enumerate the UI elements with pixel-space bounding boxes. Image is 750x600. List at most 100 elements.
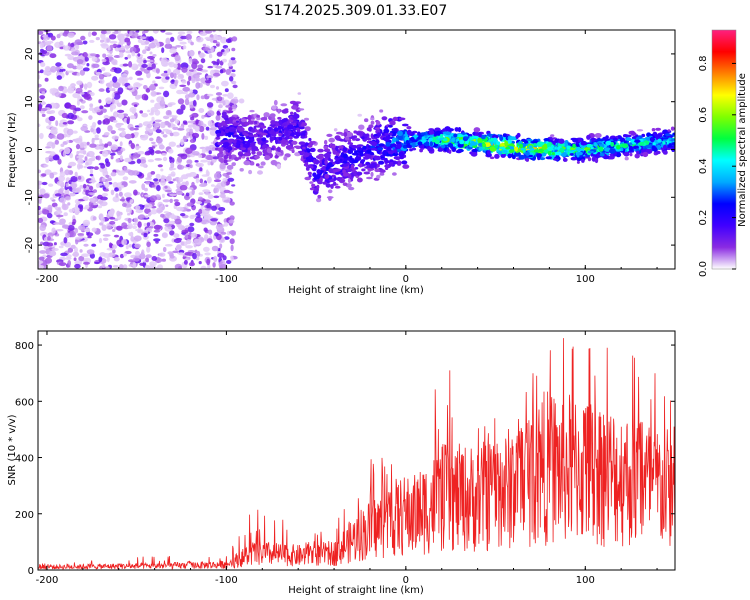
spectral-blob bbox=[652, 142, 656, 147]
spectral-blob bbox=[316, 169, 322, 175]
spectral-blob bbox=[616, 145, 621, 150]
spectral-blob bbox=[326, 133, 333, 137]
spectral-blob bbox=[264, 155, 271, 161]
spectral-blob bbox=[178, 252, 185, 256]
spectral-blob bbox=[206, 102, 214, 108]
spectral-blob bbox=[240, 118, 247, 123]
spectral-blob bbox=[190, 232, 198, 238]
spectral-blob bbox=[58, 189, 64, 195]
spectral-blob bbox=[429, 141, 434, 147]
spectral-blob bbox=[576, 146, 581, 152]
spectral-blob bbox=[52, 154, 60, 161]
spectral-blob bbox=[188, 191, 193, 198]
spectral-blob bbox=[605, 135, 609, 140]
spectral-blob bbox=[317, 155, 323, 159]
spectral-blob bbox=[398, 151, 405, 157]
spectral-blob bbox=[199, 178, 204, 184]
spectral-blob bbox=[277, 108, 281, 114]
spectral-blob bbox=[59, 218, 66, 224]
spectral-blob bbox=[84, 56, 89, 62]
spectral-blob bbox=[293, 145, 301, 149]
spectral-blob bbox=[199, 167, 203, 172]
spectral-blob bbox=[300, 135, 306, 139]
spectral-blob bbox=[186, 80, 191, 86]
spectral-blob bbox=[421, 136, 425, 141]
spectral-blob bbox=[39, 188, 46, 195]
colorbar-tick-label: 0.4 bbox=[698, 158, 709, 174]
spectral-blob bbox=[128, 264, 133, 267]
spectral-blob bbox=[161, 59, 168, 67]
spectral-blob bbox=[39, 132, 44, 140]
spectral-blob bbox=[83, 243, 89, 247]
spectral-blob bbox=[65, 183, 69, 188]
spectral-blob bbox=[473, 127, 481, 133]
spectral-blob bbox=[139, 36, 147, 40]
spectral-blob bbox=[157, 201, 164, 208]
spectral-blob bbox=[81, 110, 89, 114]
spectral-blob bbox=[38, 210, 44, 215]
spectral-blob bbox=[225, 38, 232, 44]
spectral-blob bbox=[41, 50, 48, 54]
spectral-blob bbox=[88, 115, 93, 120]
spectral-blob bbox=[304, 142, 309, 147]
spectral-blob bbox=[162, 156, 168, 162]
spectral-blob bbox=[309, 181, 314, 184]
spectral-blob bbox=[91, 227, 97, 232]
spectral-blob bbox=[97, 120, 102, 125]
spectral-blob bbox=[459, 139, 465, 145]
spectral-blob bbox=[672, 132, 675, 136]
spectral-blob bbox=[251, 146, 259, 151]
spectral-blob bbox=[310, 165, 314, 169]
spectral-blob bbox=[122, 264, 128, 269]
spectral-blob bbox=[69, 192, 76, 197]
spectral-blob bbox=[47, 232, 54, 237]
spectral-blob bbox=[195, 119, 199, 125]
spectral-blob bbox=[177, 127, 185, 131]
spectral-blob bbox=[294, 152, 301, 157]
spectral-blob bbox=[498, 146, 506, 150]
spectral-blob bbox=[121, 130, 126, 137]
spectral-blob bbox=[215, 65, 223, 69]
spectral-blob bbox=[453, 133, 458, 138]
spectral-blob bbox=[149, 195, 158, 202]
spectral-blob bbox=[248, 138, 255, 142]
spectral-blob bbox=[66, 104, 72, 108]
spectral-blob bbox=[504, 140, 509, 147]
spectral-blob bbox=[251, 128, 256, 133]
spectral-blob bbox=[223, 189, 231, 194]
spectral-blob bbox=[150, 99, 155, 103]
spectral-blob bbox=[222, 255, 227, 261]
spectral-blob bbox=[122, 63, 129, 67]
spectral-blob bbox=[668, 140, 672, 145]
spectral-blob bbox=[127, 85, 133, 89]
spectral-blob bbox=[89, 39, 95, 43]
spectral-blob bbox=[444, 131, 452, 136]
spectral-blob bbox=[141, 113, 149, 118]
spectral-blob bbox=[514, 146, 519, 152]
spectral-blob bbox=[614, 148, 622, 152]
spectral-blob bbox=[153, 224, 162, 230]
spectral-blob bbox=[66, 265, 70, 268]
spectral-blob bbox=[91, 56, 98, 62]
spectral-blob bbox=[494, 153, 500, 159]
spectral-blob bbox=[188, 92, 196, 98]
spectral-blob bbox=[168, 173, 173, 177]
spectral-blob bbox=[94, 261, 100, 265]
spectral-blob bbox=[96, 200, 104, 204]
spectral-blob bbox=[366, 149, 372, 153]
spectral-blob bbox=[162, 232, 168, 238]
spectral-blob bbox=[158, 144, 165, 150]
spectral-blob bbox=[121, 222, 128, 229]
spectral-blob bbox=[246, 140, 251, 147]
spectral-blob bbox=[72, 251, 80, 258]
spectral-blob bbox=[406, 142, 411, 148]
spectral-blob bbox=[151, 184, 156, 188]
spectral-blob bbox=[107, 210, 115, 217]
spectral-blob bbox=[128, 76, 133, 81]
spectral-blob bbox=[136, 58, 144, 64]
spectral-blob bbox=[275, 151, 282, 155]
spectral-blob bbox=[59, 46, 64, 50]
spectral-blob bbox=[508, 149, 515, 153]
spectral-blob bbox=[95, 183, 100, 189]
spectral-blob bbox=[572, 143, 576, 149]
